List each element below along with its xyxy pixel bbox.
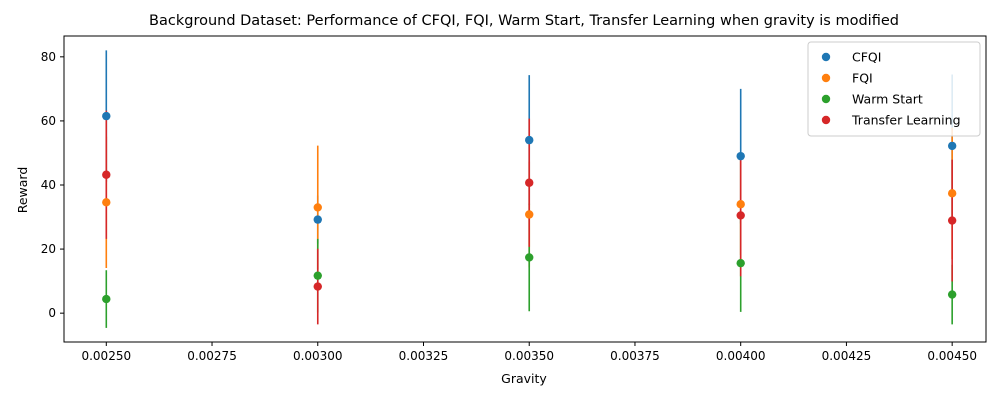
data-point <box>313 215 322 224</box>
legend-marker <box>821 115 831 125</box>
x-tick-label: 0.00275 <box>187 349 237 363</box>
data-point <box>525 210 534 219</box>
x-tick-label: 0.00250 <box>81 349 131 363</box>
data-point <box>525 253 534 262</box>
data-point <box>947 141 957 151</box>
y-axis-title: Reward <box>15 167 30 214</box>
legend-label: FQI <box>852 71 873 86</box>
legend-marker <box>821 52 831 62</box>
data-point <box>102 170 111 179</box>
y-tick-label: 40 <box>41 178 56 192</box>
y-axis: 0 20 40 60 80 <box>41 50 64 320</box>
data-point <box>102 294 111 304</box>
legend-label: Warm Start <box>852 92 923 107</box>
y-tick-label: 20 <box>41 242 56 256</box>
data-point <box>102 198 111 207</box>
legend-box <box>807 41 981 137</box>
x-tick-label: 0.00425 <box>822 349 872 363</box>
data-point <box>313 203 322 212</box>
data-point <box>736 200 745 209</box>
chart-title: Background Dataset: Performance of CFQI,… <box>149 13 899 29</box>
data-point <box>736 151 745 161</box>
plot-frame <box>63 35 987 343</box>
data-point <box>947 189 957 198</box>
x-tick-label: 0.00400 <box>716 349 766 363</box>
data-point <box>102 111 111 121</box>
x-tick-label: 0.00350 <box>504 349 554 363</box>
x-axis: 0.00250 0.00275 0.00300 0.00325 0.00350 0.003… <box>81 342 977 363</box>
data-point <box>947 290 957 299</box>
data-point <box>525 135 534 145</box>
x-tick-label: 0.00325 <box>399 349 449 363</box>
legend-label: CFQI <box>852 50 881 65</box>
legend-marker <box>821 94 831 104</box>
y-tick-label: 80 <box>41 50 56 64</box>
data-point <box>736 211 745 220</box>
data-point <box>313 271 322 280</box>
data-point <box>525 178 534 187</box>
x-tick-label: 0.00450 <box>927 349 977 363</box>
data-point <box>313 282 322 291</box>
plot-area <box>63 35 987 343</box>
legend-marker <box>821 73 831 83</box>
y-tick-label: 60 <box>41 114 56 128</box>
legend-label: Transfer Learning <box>851 113 961 128</box>
data-point <box>947 216 957 225</box>
y-tick-label: 0 <box>48 306 56 320</box>
x-tick-label: 0.00300 <box>293 349 343 363</box>
data-point <box>736 258 745 268</box>
x-axis-title: Gravity <box>501 371 547 386</box>
x-tick-label: 0.00375 <box>610 349 660 363</box>
legend: CFQI FQI Warm Start Transfer Learning <box>807 41 981 137</box>
